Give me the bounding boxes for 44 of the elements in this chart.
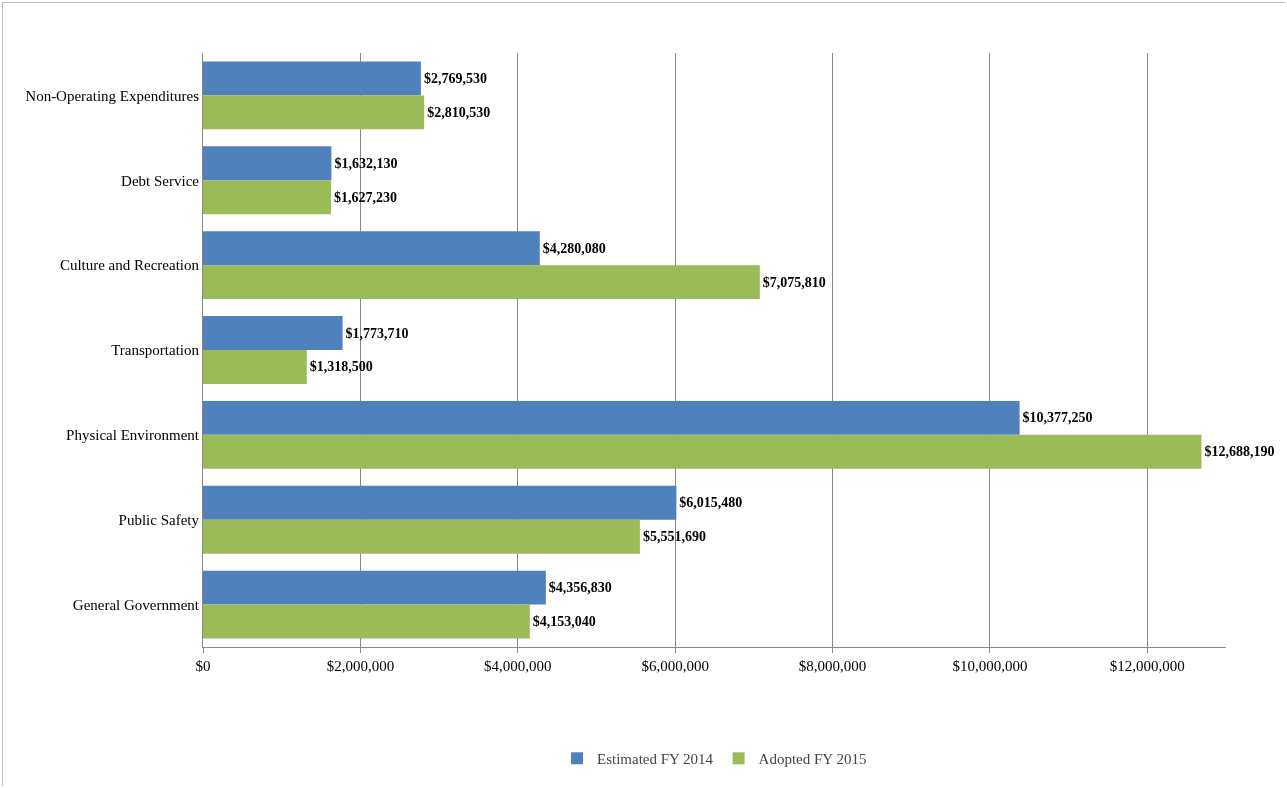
bar bbox=[203, 180, 332, 215]
bar bbox=[203, 570, 546, 605]
data-label: $12,688,190 bbox=[1204, 444, 1275, 460]
y-tick-label: Public Safety bbox=[118, 511, 200, 528]
y-tick-label: Debt Service bbox=[121, 172, 200, 189]
y-tick-label: Culture and Recreation bbox=[59, 257, 200, 274]
bar bbox=[203, 485, 677, 520]
bar bbox=[203, 95, 425, 130]
bar bbox=[203, 400, 1020, 435]
data-label: $4,280,080 bbox=[542, 240, 606, 256]
data-label: $6,015,480 bbox=[679, 495, 743, 511]
data-label: $2,769,530 bbox=[423, 70, 487, 86]
data-label: $1,318,500 bbox=[309, 359, 373, 375]
bar bbox=[203, 604, 530, 639]
y-tick-label: Non-Operating Expenditures bbox=[25, 87, 200, 104]
data-label: $10,377,250 bbox=[1022, 410, 1093, 426]
bar bbox=[203, 265, 760, 300]
data-label: $4,356,830 bbox=[548, 580, 612, 596]
data-label: $2,810,530 bbox=[427, 104, 491, 120]
bar bbox=[203, 350, 307, 384]
y-tick-label: Transportation bbox=[111, 342, 200, 359]
data-label: $7,075,810 bbox=[762, 274, 826, 290]
data-label: $5,551,690 bbox=[642, 529, 706, 545]
x-tick-label: $12,000,000 bbox=[1109, 658, 1185, 674]
data-label: $1,627,230 bbox=[334, 189, 398, 205]
x-tick-label: $8,000,000 bbox=[798, 658, 867, 674]
bar bbox=[203, 61, 421, 96]
data-label: $1,632,130 bbox=[334, 155, 398, 171]
y-tick-label: Physical Environment bbox=[66, 427, 200, 444]
bar bbox=[203, 316, 343, 350]
bar bbox=[203, 231, 540, 266]
legend-label: Adopted FY 2015 bbox=[758, 751, 867, 768]
bar bbox=[203, 146, 332, 181]
bar bbox=[203, 519, 640, 554]
x-tick-label: $4,000,000 bbox=[484, 658, 552, 674]
x-tick-label: $6,000,000 bbox=[641, 658, 709, 674]
x-tick-label: $10,000,000 bbox=[952, 658, 1028, 674]
legend-label: Estimated FY 2014 bbox=[597, 751, 714, 768]
bar bbox=[203, 434, 1202, 469]
y-tick-label: General Government bbox=[72, 596, 200, 613]
x-tick-label: $0 bbox=[195, 658, 211, 674]
data-label: $1,773,710 bbox=[345, 325, 409, 341]
data-label: $4,153,040 bbox=[532, 614, 596, 630]
x-tick-label: $2,000,000 bbox=[326, 658, 395, 674]
